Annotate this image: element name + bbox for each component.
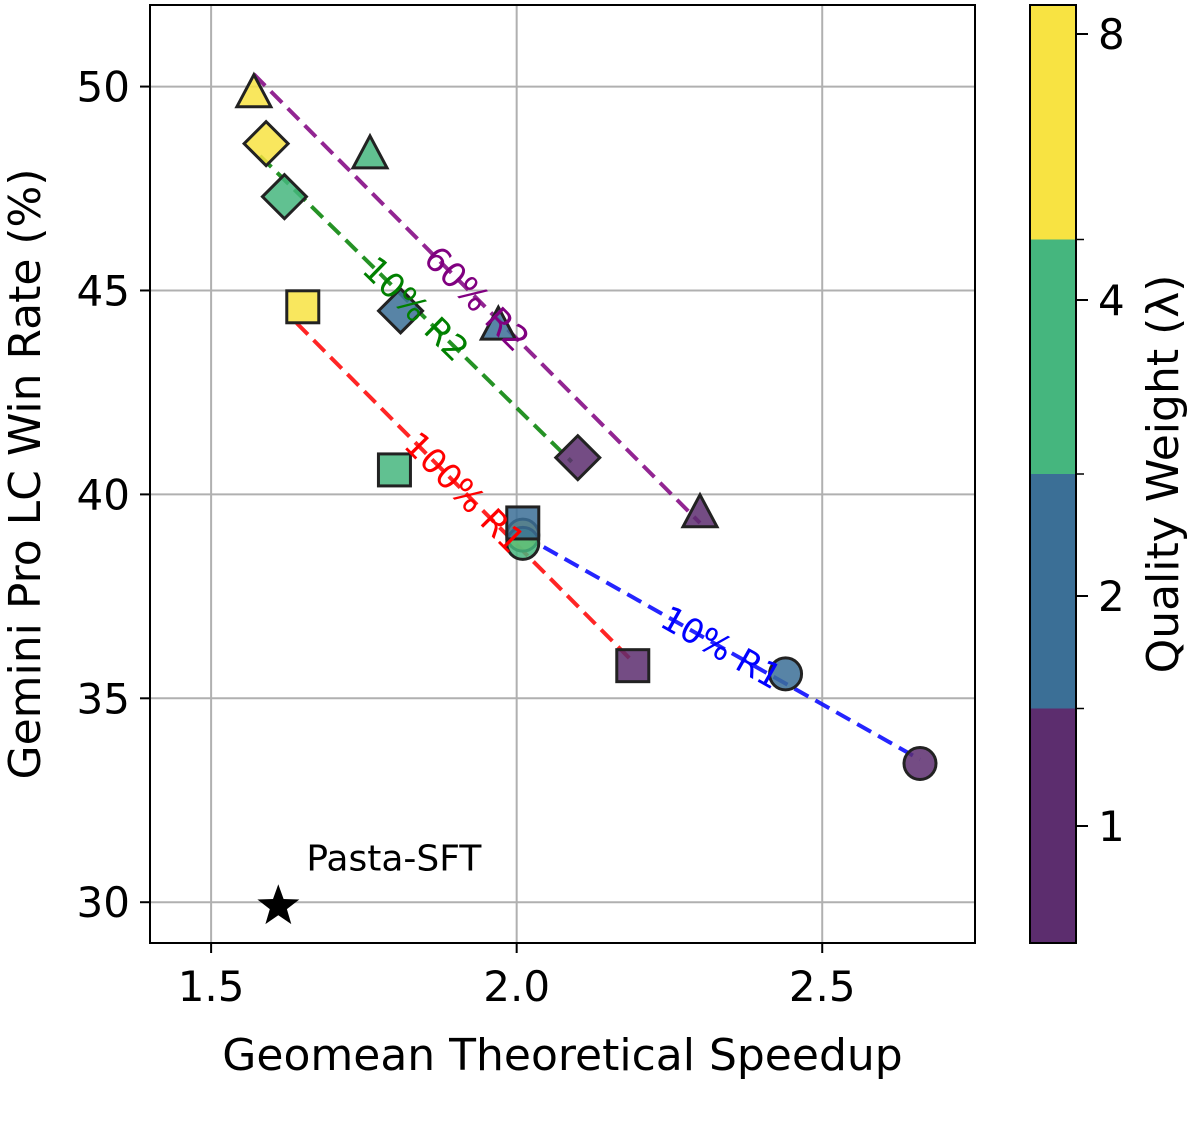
baseline-label: Pasta-SFT [306,838,482,879]
colorbar-segment-1 [1030,708,1076,943]
circle-point [768,656,804,692]
colorbar: 1 2 4 8 Quality Weight (λ) [1029,4,1189,944]
fit-line-label: 100% R1 [396,425,532,562]
x-tick-label: 2.5 [789,962,856,1011]
x-tick-label: 1.5 [178,962,245,1011]
fit-line-60-r2 [252,72,702,525]
y-tick-label: 30 [77,878,130,927]
chart-text: 1.5 2.0 2.5 30 35 40 45 50 Geomean Theoretical S… [0,63,903,1081]
colorbar-label: Quality Weight (λ) [1138,275,1189,674]
colorbar-segment-2 [1030,474,1076,709]
fit-line-100-r1 [295,321,635,664]
x-axis-label: Geomean Theoretical Speedup [222,1030,902,1081]
circle-point [902,746,938,782]
diamond-point [376,286,425,335]
square-point [376,452,412,488]
y-tick-label: 35 [77,674,130,723]
colorbar-tick-label: 4 [1098,276,1125,325]
colorbar-segment-4 [1030,239,1076,474]
plot-frame [149,4,976,944]
colorbar-tick-label: 1 [1098,802,1125,851]
colorbar-segment-8 [1030,5,1076,240]
triangle-point [350,132,390,170]
fit-line-10-r1 [521,533,921,762]
baseline-star-marker [257,884,300,925]
y-tick-label: 40 [77,470,130,519]
diamond-point [260,172,309,221]
colorbar-tick-label: 8 [1098,10,1125,59]
y-tick-label: 50 [77,63,130,112]
fit-lines [252,72,921,762]
colorbar-tick-label: 2 [1098,572,1125,621]
triangle-point [680,491,720,529]
diamond-point [553,433,602,482]
fit-line-label: 10% R1 [654,598,788,698]
y-tick-label: 45 [77,266,130,315]
triangle-point [478,303,518,341]
diamond-point [241,119,291,168]
y-axis-label: Gemini Pro LC Win Rate (%) [0,168,51,779]
square-point [505,505,541,541]
triangle-point [234,71,274,109]
data-markers [149,4,976,944]
x-tick-label: 2.0 [483,962,550,1011]
square-point [285,289,321,325]
square-point [615,648,651,684]
